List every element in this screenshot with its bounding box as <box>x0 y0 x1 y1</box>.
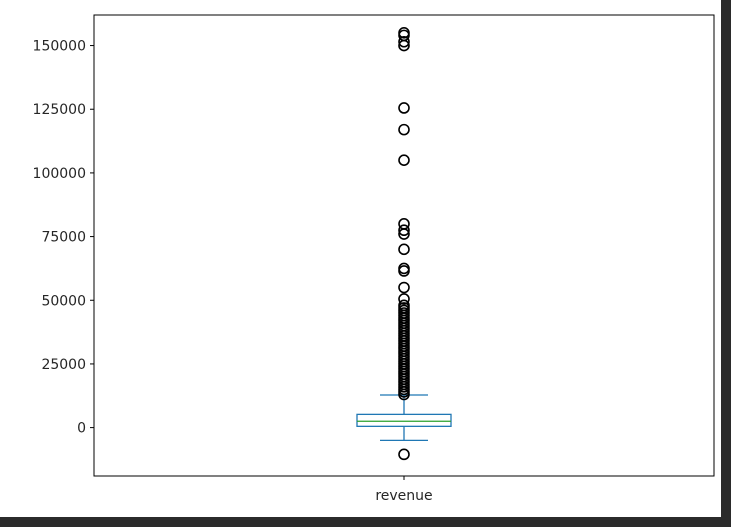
y-axis: 0 25000 50000 75000 100000 125000 150000 <box>33 39 94 437</box>
outlier-point <box>398 448 410 461</box>
axes-frame <box>93 14 715 477</box>
outlier-point <box>398 299 410 312</box>
outlier-point <box>398 102 410 114</box>
box-group <box>356 27 452 461</box>
outlier-point <box>398 123 410 136</box>
outlier-point <box>398 243 410 256</box>
x-axis: revenue <box>375 476 433 504</box>
y-tick-label: 100000 <box>33 166 86 182</box>
outlier-point <box>398 35 410 48</box>
box-iqr <box>356 413 452 427</box>
outlier-point <box>398 281 410 294</box>
y-tick-label: 75000 <box>41 230 86 246</box>
y-tick-label: 0 <box>77 421 86 437</box>
y-tick-label: 50000 <box>41 293 86 309</box>
outlier-point <box>398 27 410 39</box>
boxplot-chart: 0 25000 50000 75000 100000 125000 150000 reven… <box>33 14 715 504</box>
outlier-point <box>398 262 410 275</box>
outlier-point <box>398 218 410 230</box>
x-tick-label: revenue <box>375 488 432 504</box>
figure: 0 25000 50000 75000 100000 125000 150000 reven… <box>0 0 721 517</box>
y-tick-label: 25000 <box>41 357 86 373</box>
outlier-point <box>398 224 410 237</box>
y-tick-label: 150000 <box>33 39 86 55</box>
outlier-point <box>398 154 410 166</box>
y-tick-label: 125000 <box>33 102 86 118</box>
outlier-point <box>398 293 410 305</box>
plot-area <box>356 27 452 461</box>
